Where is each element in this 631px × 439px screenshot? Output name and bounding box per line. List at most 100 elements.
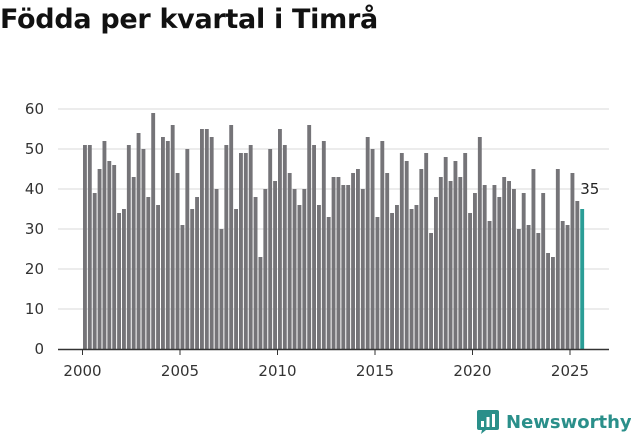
bar [136,133,141,349]
bar [234,209,238,349]
bar [448,181,453,349]
bar [131,177,136,349]
bar [190,209,195,349]
bar [83,145,87,349]
bar [356,169,360,349]
bar [487,221,492,349]
bar [263,189,268,349]
bar [170,125,175,349]
bar [229,125,234,349]
bar [458,177,463,349]
bar [575,201,580,349]
bar [360,189,365,349]
bar [180,225,185,349]
bar [351,173,355,349]
bar [404,161,409,349]
bar [312,145,316,349]
x-tick-label: 2020 [453,362,491,380]
bar [87,145,92,349]
bar [141,149,146,349]
bar [385,173,390,349]
latest-value-label: 35 [580,180,599,198]
bar [258,257,263,349]
y-tick-label: 40 [25,180,44,198]
bar [112,165,117,349]
bar [546,253,550,349]
bar [156,205,160,349]
bar [453,161,458,349]
bar [175,173,180,349]
y-tick-label: 20 [25,260,44,278]
y-tick-label: 50 [25,140,44,158]
bar [200,129,204,349]
bar [97,169,102,349]
bar [185,149,190,349]
x-tick-label: 2005 [161,362,199,380]
bar [521,193,526,349]
bar [390,213,394,349]
bar [551,257,555,349]
bar [346,185,351,349]
bar [204,129,209,349]
bar [317,205,321,349]
x-tick-label: 2015 [356,362,394,380]
bar [331,177,336,349]
bar [122,209,126,349]
bar [117,213,121,349]
bar [107,161,112,349]
bar [395,205,399,349]
bar [365,137,370,349]
bar [463,153,468,349]
x-tick-label: 2000 [63,362,101,380]
bar [438,177,443,349]
bar [268,149,273,349]
bar [414,205,419,349]
bar [492,185,497,349]
bar [224,145,229,349]
bar [497,197,502,349]
y-tick-label: 10 [25,300,44,318]
bar [541,193,546,349]
bar [507,181,511,349]
bar [482,185,487,349]
bar [526,225,531,349]
bar [92,193,97,349]
newsworthy-logo: Newsworthy [476,408,631,436]
bar [248,145,253,349]
bar [473,193,477,349]
bar [302,189,307,349]
bar [375,217,380,349]
bar [209,137,214,349]
bar [165,141,170,349]
bar [443,157,448,349]
bar [278,129,282,349]
bar [336,177,341,349]
bar [512,189,516,349]
bar [219,229,224,349]
bar [565,225,570,349]
bar [380,141,385,349]
bar [151,113,156,349]
bar [326,217,331,349]
x-tick-label: 2025 [551,362,589,380]
bar [409,209,414,349]
brand-name: Newsworthy [506,411,631,433]
y-tick-label: 60 [25,100,44,118]
bar [243,153,248,349]
y-tick-label: 30 [25,220,44,238]
bar [531,169,536,349]
bar [429,233,433,349]
bar [292,189,297,349]
bar [161,137,165,349]
bar [536,233,541,349]
bar [297,205,302,349]
bar [273,181,277,349]
bar [287,173,292,349]
bar-chart-icon [477,410,499,434]
bar [195,197,199,349]
bar [434,197,438,349]
bar [370,149,375,349]
bar [239,153,243,349]
x-tick-label: 2010 [258,362,296,380]
